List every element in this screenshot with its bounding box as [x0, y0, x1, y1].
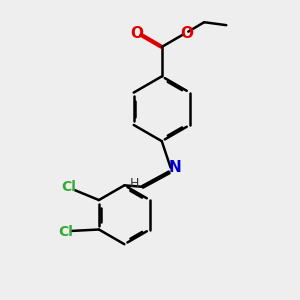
Text: N: N — [169, 160, 182, 175]
Text: H: H — [130, 177, 139, 190]
Text: O: O — [180, 26, 193, 40]
Text: O: O — [130, 26, 143, 40]
Text: Cl: Cl — [61, 180, 76, 194]
Text: Cl: Cl — [58, 225, 73, 239]
